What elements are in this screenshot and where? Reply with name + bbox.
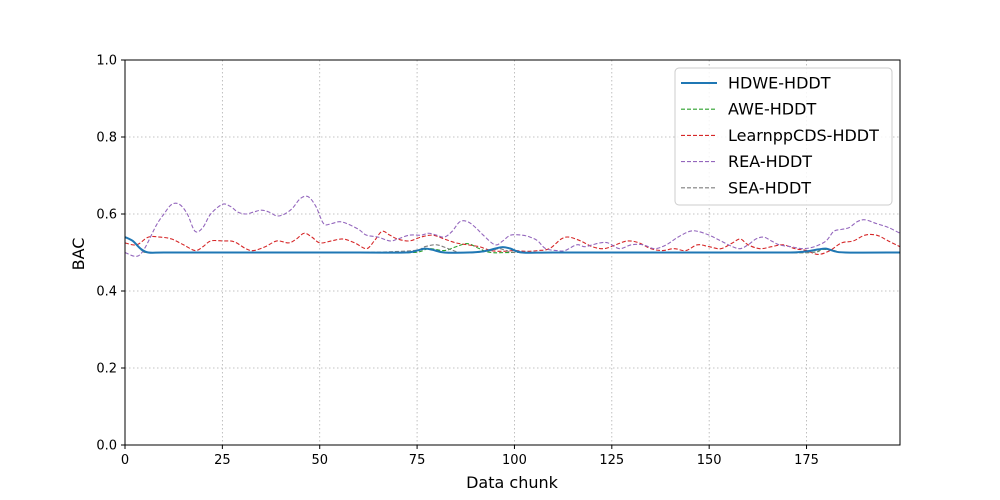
series-lines	[124, 195, 901, 257]
x-tick-label: 50	[311, 453, 328, 468]
legend-box	[674, 67, 893, 206]
x-tick-label: 150	[697, 453, 722, 468]
series-line-hdwe-hddt	[124, 236, 901, 254]
y-tick-label: 0.2	[96, 362, 117, 377]
legend-label-rea-hddt: REA-HDDT	[728, 152, 812, 171]
series-line-learnppcds-hddt	[124, 230, 901, 255]
y-tick-label: 1.0	[96, 54, 117, 69]
plot-frame	[124, 59, 901, 446]
x-tick-label: 25	[214, 453, 231, 468]
legend-label-sea-hddt: SEA-HDDT	[728, 178, 811, 197]
x-tick-label: 125	[599, 453, 624, 468]
x-tick-label: 0	[121, 453, 129, 468]
y-tick-label: 0.8	[96, 131, 117, 146]
x-tick-label: 75	[409, 453, 426, 468]
y-tick-label: 0.4	[96, 285, 117, 300]
x-tick-label: 100	[502, 453, 527, 468]
axis-ticks: 0 25 50 75 100 125 150 175 0.0 0.2 0.4 0.6 0.8 1.0	[96, 54, 819, 469]
legend: HDWE-HDDT AWE-HDDT LearnppCDS-HDDT REA-HDDT…	[674, 67, 893, 206]
legend-label-awe-hddt: AWE-HDDT	[728, 100, 816, 119]
legend-label-learnppcds-hddt: LearnppCDS-HDDT	[728, 126, 879, 145]
legend-label-hdwe-hddt: HDWE-HDDT	[728, 74, 831, 93]
y-tick-label: 0.0	[96, 439, 117, 454]
y-axis-label: BAC	[69, 238, 88, 271]
series-line-rea-hddt	[124, 195, 901, 257]
y-tick-label: 0.6	[96, 208, 117, 223]
series-line-awe-hddt	[124, 236, 901, 254]
x-axis-label: Data chunk	[466, 473, 559, 492]
x-tick-label: 175	[794, 453, 819, 468]
